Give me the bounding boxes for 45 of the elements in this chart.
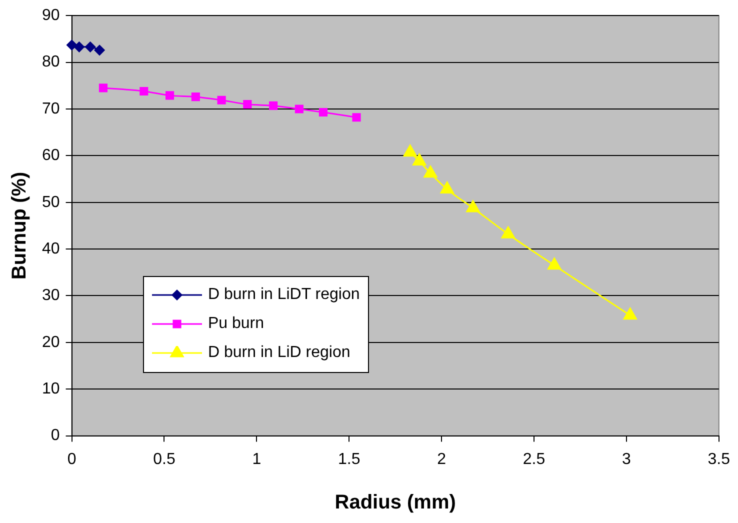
point (440, 182, 454, 194)
y-tick-label: 50 (42, 194, 60, 211)
legend-label: D burn in LiD region (208, 344, 350, 362)
point (352, 113, 361, 122)
point (424, 166, 438, 178)
point (85, 42, 96, 52)
x-tick-label: 2 (437, 450, 446, 468)
point (94, 44, 105, 56)
y-tick-label: 60 (42, 147, 60, 164)
x-tick-label: 1 (252, 450, 262, 468)
point (466, 200, 480, 212)
point (243, 100, 252, 109)
x-tick-label: 3 (622, 450, 631, 468)
y-axis-title: Burnup (%) (8, 172, 31, 280)
point (501, 226, 515, 238)
point (98, 84, 108, 92)
point (294, 104, 304, 114)
x-tick-label: 2.5 (522, 450, 546, 468)
point (412, 154, 426, 166)
point (217, 96, 226, 104)
point (191, 92, 200, 102)
y-tick-label: 80 (42, 54, 60, 71)
y-tick-label: 90 (42, 7, 60, 24)
y-tick-label: 0 (50, 427, 60, 444)
point (166, 91, 174, 100)
x-tick-label: 0.5 (153, 450, 176, 468)
legend-label: Pu burn (208, 315, 264, 334)
point (269, 101, 278, 110)
point (548, 258, 562, 270)
y-tick-label: 70 (42, 100, 60, 118)
y-tick-label: 10 (42, 380, 60, 398)
x-tick-label: 3.5 (708, 450, 730, 468)
point (74, 42, 84, 52)
x-tick-label: 0 (67, 450, 76, 468)
y-tick-label: 30 (42, 287, 60, 304)
point (623, 308, 637, 320)
point (66, 40, 78, 50)
point (318, 108, 328, 117)
y-tick-label: 20 (42, 334, 60, 351)
x-tick-label: 1.5 (338, 450, 360, 468)
legend-label: D burn in LiDT region (208, 286, 360, 304)
x-axis-title: Radius (mm) (334, 492, 456, 514)
point (140, 86, 148, 96)
y-tick-label: 40 (42, 240, 60, 258)
point (403, 144, 417, 157)
